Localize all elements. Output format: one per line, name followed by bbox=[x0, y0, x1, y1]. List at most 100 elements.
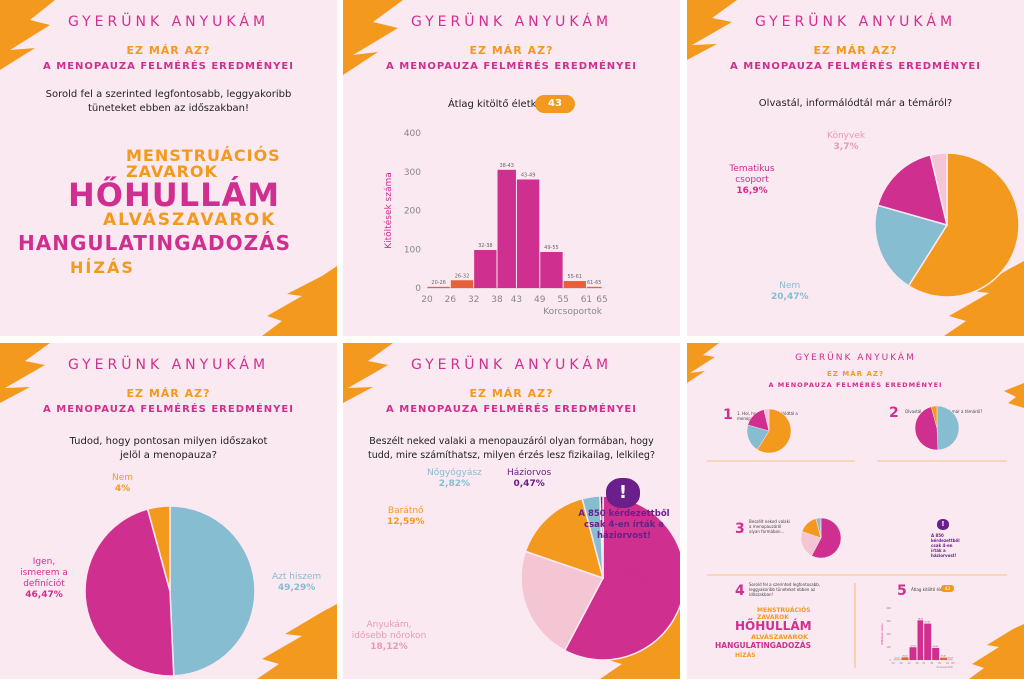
label-mother-name: Anyukám, idősebb nőrokon bbox=[351, 620, 427, 641]
bar-label-6: 55-61 bbox=[941, 656, 946, 658]
x-tick-label-2: 32 bbox=[468, 295, 479, 305]
word-hot-flash: HŐHULLÁM bbox=[68, 176, 281, 214]
label-no-name: Nem bbox=[779, 281, 801, 291]
y-tick-label-4: 400 bbox=[404, 129, 421, 139]
headline-line1: EZ MÁR AZ? bbox=[469, 387, 554, 400]
x-axis-title: Korcsoportok bbox=[937, 665, 954, 669]
x-axis-title: Korcsoportok bbox=[543, 307, 603, 317]
brand-name: GYERÜNK ANYUKÁM bbox=[67, 14, 270, 30]
orange-brush-decoration bbox=[0, 0, 55, 70]
mini-pie-1 bbox=[746, 408, 792, 454]
mini-histogram: 0 100 200 300 400 20 26 32 38 43 49 55 61 65 20-2626-3… bbox=[880, 606, 955, 669]
bar-1 bbox=[450, 280, 474, 288]
pie-slice-0 bbox=[169, 505, 256, 677]
panel-talked-pie: GYERÜNK ANYUKÁM EZ MÁR AZ? A MENOPAUZA F… bbox=[343, 343, 680, 679]
information-pie-chart bbox=[874, 152, 1020, 298]
label-no-name: Nem bbox=[112, 473, 134, 483]
bar-5 bbox=[540, 251, 563, 288]
pie-slice-0 bbox=[907, 152, 1020, 298]
word-menstrual: MENSTRUÁCIÓS bbox=[126, 146, 281, 165]
mini-question-4: Sorold fel a szerinted legfontosabb, leg… bbox=[749, 582, 821, 597]
label-gynecologist: Nőgyógyász 2,82% bbox=[427, 468, 482, 490]
brand-name: GYERÜNK ANYUKÁM bbox=[410, 14, 613, 30]
headline-line2: A MENOPAUZA FELMÉRÉS EREDMÉNYEI bbox=[730, 61, 981, 72]
mini-callout: A 850 kérdezettből csak 4-en írták a ház… bbox=[931, 533, 960, 558]
orange-brush-decoration bbox=[687, 0, 737, 60]
label-books-value: 3,7% bbox=[833, 142, 859, 152]
word-disorders: ZAVAROK bbox=[126, 162, 218, 181]
orange-brush-decoration bbox=[262, 266, 337, 336]
x-tick-label-5: 49 bbox=[534, 295, 546, 305]
panel-information-pie: GYERÜNK ANYUKÁM EZ MÁR AZ? A MENOPAUZA F… bbox=[687, 0, 1024, 336]
headline-line1: EZ MÁR AZ? bbox=[126, 44, 211, 57]
label-gp: Háziorvos 0,47% bbox=[507, 468, 551, 490]
bar-label-6: 55-61 bbox=[568, 274, 583, 280]
bar-label-1: 26-32 bbox=[902, 655, 907, 657]
bar-label-2: 32-38 bbox=[478, 243, 493, 249]
pie-slice-4 bbox=[820, 517, 822, 539]
x-tick-label-0: 20 bbox=[421, 295, 433, 305]
bar-7 bbox=[586, 286, 602, 288]
orange-brush-decoration bbox=[969, 624, 1024, 679]
mini-avg-label: Átlag kitöltő életkor: bbox=[911, 587, 952, 592]
question-text: Sorold fel a szerinted legfontosabb, leg… bbox=[45, 89, 292, 114]
orange-brush-decoration bbox=[343, 343, 393, 403]
x-tick-label-1: 26 bbox=[445, 295, 457, 305]
y-tick-label-2: 200 bbox=[886, 632, 891, 636]
brand-name: GYERÜNK ANYUKÁM bbox=[795, 353, 916, 363]
label-think: Azt hiszem 49,29% bbox=[272, 572, 321, 594]
section-number-4: 4 bbox=[735, 583, 745, 599]
label-friend: Barátnő 12,59% bbox=[387, 506, 425, 528]
label-nobody-name: Senki bbox=[621, 568, 647, 578]
x-tick-label-3: 38 bbox=[915, 661, 919, 665]
label-gp-name: Háziorvos bbox=[507, 468, 552, 478]
headline-line2: A MENOPAUZA FELMÉRÉS EREDMÉNYEI bbox=[43, 61, 294, 72]
x-tick-label-7: 61 bbox=[581, 295, 592, 305]
headline-line2: A MENOPAUZA FELMÉRÉS EREDMÉNYEI bbox=[386, 404, 637, 415]
pie-slice-1 bbox=[84, 508, 175, 677]
orange-brush-decoration bbox=[343, 0, 403, 75]
label-group: Tematikus csoport 16,9% bbox=[727, 164, 777, 197]
x-tick-label-0: 20 bbox=[891, 661, 895, 665]
orange-brush-decoration bbox=[687, 343, 719, 383]
y-tick-label-2: 200 bbox=[404, 207, 421, 217]
y-tick-label-4: 400 bbox=[886, 606, 891, 610]
bar-label-4: 43-49 bbox=[521, 173, 536, 179]
pie-slice-2 bbox=[146, 505, 171, 592]
bar-0 bbox=[427, 286, 450, 288]
mini-pie-3 bbox=[800, 517, 842, 559]
word-sleep: ALVÁSZAVAROK bbox=[103, 210, 277, 230]
bar-label-7: 61-65 bbox=[587, 280, 602, 286]
label-books: Könyvek 3,7% bbox=[827, 131, 865, 153]
avg-age-label: Átlag kitöltő életkor: bbox=[448, 99, 550, 110]
y-axis-title: Kitöltések száma bbox=[383, 172, 394, 249]
label-group-name: Tematikus csoport bbox=[729, 164, 775, 185]
label-yes-value: 46,47% bbox=[25, 590, 63, 600]
label-friend-name: Barátnő bbox=[387, 506, 424, 516]
bar-label-0: 20-26 bbox=[894, 658, 900, 660]
brand-logo: GYERÜNK ANYUKÁM bbox=[687, 14, 1024, 30]
pie-slice-0 bbox=[936, 405, 960, 451]
bar-label-7: 61-65 bbox=[948, 658, 953, 660]
brand-logo: GYERÜNK ANYUKÁM bbox=[343, 357, 680, 373]
label-mother-value: 18,12% bbox=[370, 642, 408, 652]
bar-5 bbox=[932, 647, 940, 660]
label-no-value: 4% bbox=[114, 484, 131, 494]
label-books-name: Könyvek bbox=[827, 131, 866, 141]
bar-6 bbox=[563, 281, 586, 288]
x-tick-label-1: 26 bbox=[899, 661, 903, 665]
pie-slice-1 bbox=[520, 550, 605, 652]
x-tick-label-4: 43 bbox=[511, 295, 522, 305]
x-tick-label-6: 55 bbox=[557, 295, 568, 305]
label-nobody-value: 46,47% bbox=[615, 579, 653, 589]
label-no: Nem 4% bbox=[112, 473, 133, 495]
bar-label-2: 32-38 bbox=[910, 645, 916, 647]
label-no: Nem 20,47% bbox=[771, 281, 809, 303]
headline-line1: EZ MÁR AZ? bbox=[813, 44, 898, 57]
mini-avg-badge: 43 bbox=[941, 585, 955, 592]
panel-symptoms: GYERÜNK ANYUKÁM EZ MÁR AZ? A MENOPAUZA F… bbox=[0, 0, 337, 336]
brand-logo: GYERÜNK ANYUKÁM bbox=[343, 14, 680, 30]
x-tick-label-4: 43 bbox=[922, 661, 926, 665]
mini-word-menstrual: MENSTRUÁCIÓS bbox=[757, 607, 811, 614]
